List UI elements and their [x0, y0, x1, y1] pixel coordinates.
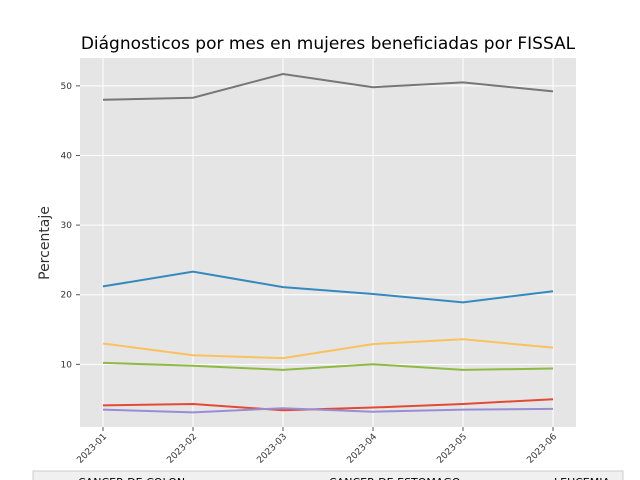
series-line-6: [102, 407, 554, 414]
series-line-3: [102, 338, 554, 360]
legend-box: [32, 470, 624, 480]
x-tick-label: 2023-05: [435, 432, 469, 466]
legend: CANCER DE COLON CANCER DE ESTOMAGO LEUCEMI…: [32, 470, 624, 480]
series-line-2: [102, 270, 554, 304]
legend-label: LEUCEMIA: [554, 476, 610, 480]
x-axis-ticks: 2023-01 2023-02 2023-03 2023-04 2023-05 2023-…: [75, 427, 559, 466]
y-tick-label: 10: [61, 360, 73, 370]
chart-title: Diágnosticos por mes en mujeres benefici…: [81, 34, 576, 54]
y-tick-label: 50: [61, 82, 73, 92]
series-lines: [102, 72, 554, 414]
series-line-4: [102, 361, 554, 371]
x-tick-label: 2023-01: [75, 432, 109, 466]
y-axis-label: Percentaje: [37, 206, 53, 280]
x-tick-label: 2023-03: [255, 432, 289, 466]
plot-area: [80, 58, 576, 427]
legend-label: CANCER DE ESTOMAGO: [329, 476, 461, 480]
y-tick-label: 30: [61, 221, 73, 231]
y-tick-label: 20: [61, 291, 73, 301]
series-line-1: [102, 72, 554, 101]
x-tick-label: 2023-04: [345, 432, 379, 466]
series-line-5: [102, 398, 554, 412]
x-tick-label: 2023-02: [165, 432, 199, 466]
x-tick-label: 2023-06: [525, 432, 559, 466]
y-tick-label: 40: [61, 151, 73, 161]
grid-lines: [80, 58, 576, 427]
y-axis-ticks: 10 20 30 40 50: [61, 82, 80, 370]
legend-label: CANCER DE COLON: [78, 476, 185, 480]
